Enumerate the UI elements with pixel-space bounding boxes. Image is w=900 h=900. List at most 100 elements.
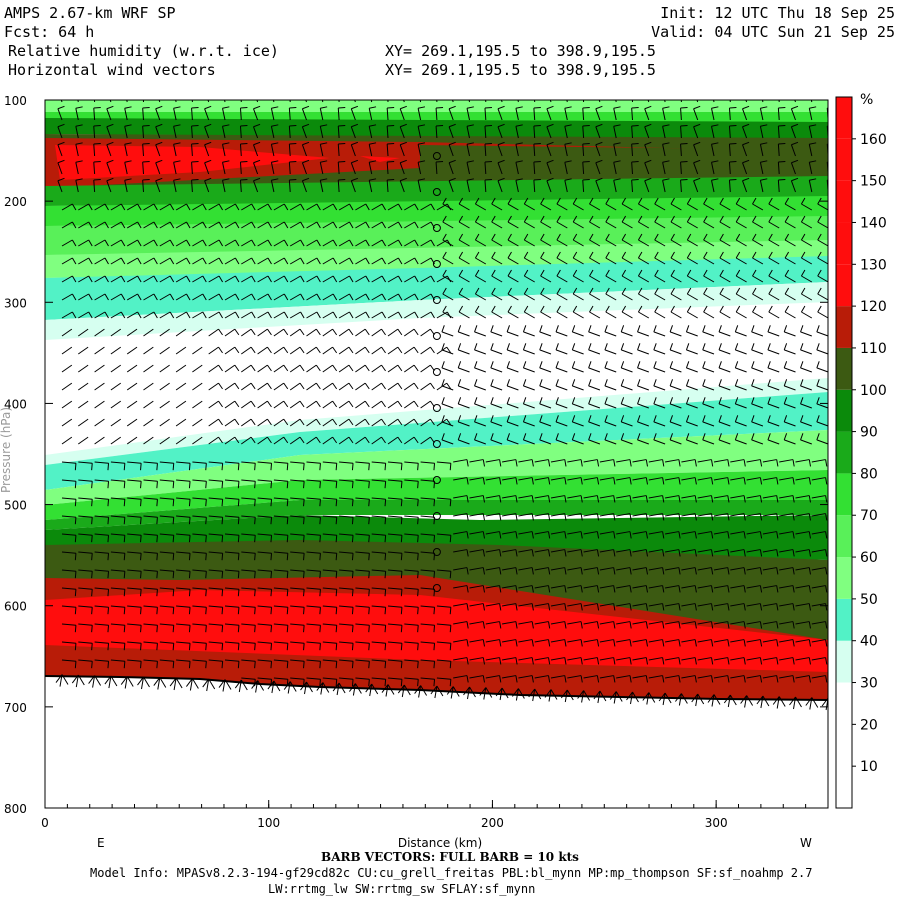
wind-barb-shaft: [289, 221, 301, 229]
wind-barb-shaft: [616, 621, 631, 625]
wind-barb-shaft: [779, 477, 794, 481]
wind-barb-feather: [123, 607, 126, 615]
wind-barb-shaft: [355, 605, 370, 608]
wind-barb-feather: [474, 269, 480, 277]
wind-barb-shaft: [355, 551, 370, 554]
wind-barb-shaft: [338, 436, 350, 445]
wind-barb-feather: [759, 621, 763, 629]
wind-barb-feather: [283, 239, 289, 247]
wind-barb-shaft: [539, 421, 552, 427]
wind-barb-feather: [446, 382, 452, 390]
wind-barb-shaft: [546, 126, 552, 139]
wind-barb-shaft: [817, 257, 828, 265]
wind-barb-shaft: [515, 126, 519, 139]
wind-barb-shaft: [253, 126, 259, 139]
wind-barb-feather: [629, 603, 632, 611]
wind-barb-feather: [678, 531, 681, 539]
wind-barb-shaft: [106, 162, 112, 175]
wind-barb-shaft: [159, 346, 170, 355]
wind-barb-feather: [270, 481, 273, 489]
wind-barb-feather: [368, 607, 370, 615]
wind-barb-shaft: [567, 567, 582, 571]
wind-barb-feather: [316, 257, 321, 265]
wind-barb-shaft: [648, 603, 663, 607]
wind-barb-shaft: [582, 143, 585, 157]
wind-barb-shaft: [192, 461, 207, 464]
wind-barb-feather: [596, 621, 600, 629]
wind-barb-feather: [825, 495, 828, 503]
wind-barb-shaft: [550, 603, 565, 607]
wind-barb-shaft: [110, 328, 122, 337]
wind-barb-feather: [270, 517, 273, 525]
wind-barb-shaft: [556, 275, 568, 283]
wind-barb-shaft: [453, 549, 468, 553]
wind-barb-feather: [107, 661, 110, 669]
surface-wind-barb: [495, 687, 509, 701]
wind-barb-feather: [743, 513, 746, 521]
wind-barb-feather: [466, 513, 469, 521]
valid-time: Valid: 04 UTC Sun 21 Sep 25: [651, 23, 895, 41]
wind-barb-shaft: [224, 497, 239, 500]
wind-barb-feather: [71, 221, 77, 229]
wind-barb-feather: [825, 477, 828, 485]
wind-barb-feather: [531, 567, 534, 575]
wind-barb-feather: [335, 589, 338, 597]
wind-barb-feather: [507, 269, 512, 277]
wind-barb-shaft: [159, 275, 171, 283]
calm-wind-marker: [432, 332, 441, 340]
wind-barb-shaft: [143, 461, 158, 464]
wind-barb-shaft: [795, 513, 810, 517]
wind-barb-feather: [222, 106, 230, 109]
wind-barb-shaft: [143, 641, 158, 644]
wind-barb-feather: [271, 142, 279, 145]
wind-barb-feather: [767, 415, 771, 423]
wind-barb-feather: [204, 123, 212, 128]
wind-barb-shaft: [273, 328, 285, 337]
wind-barb-shaft: [387, 382, 399, 391]
wind-barb-feather: [107, 589, 110, 597]
wind-barb-shaft: [605, 293, 617, 301]
wind-barb-shaft: [605, 203, 617, 211]
wind-barb-shaft: [289, 346, 301, 355]
wind-barb-feather: [498, 88, 505, 90]
wind-barb-shaft: [469, 621, 484, 625]
wind-barb-feather: [384, 481, 387, 489]
wind-barb-shaft: [208, 515, 223, 518]
wind-barb-feather: [88, 311, 93, 319]
wind-barb-feather: [186, 311, 191, 319]
wind-barb-shaft: [143, 533, 158, 536]
wind-barb-feather: [620, 343, 625, 351]
wind-barb-shaft: [654, 203, 666, 211]
wind-barb-feather: [71, 275, 77, 283]
wind-barb-feather: [250, 364, 256, 372]
wind-barb-shaft: [681, 567, 696, 571]
wind-barb-shaft: [616, 657, 631, 661]
wind-barb-feather: [645, 531, 648, 539]
wind-barb-feather: [172, 517, 175, 525]
wind-barb-feather: [349, 221, 354, 229]
colorbar-label: 140: [860, 215, 887, 231]
wind-barb-shaft: [742, 162, 748, 175]
wind-barb-shaft: [653, 349, 666, 355]
y-tick-label: 500: [4, 499, 27, 513]
wind-barb-shaft: [583, 639, 598, 643]
wind-barb-shaft: [697, 621, 712, 625]
wind-barb-shaft: [224, 346, 236, 355]
wind-barb-shaft: [371, 569, 386, 572]
wind-barb-feather: [430, 275, 435, 283]
wind-barb-feather: [662, 160, 670, 163]
wind-barb-feather: [254, 661, 256, 669]
wind-barb-feather: [202, 203, 207, 211]
wind-barb-feather: [515, 657, 518, 665]
wind-barb-shaft: [61, 569, 76, 572]
wind-barb-feather: [218, 382, 223, 390]
wind-barb-shaft: [322, 461, 337, 464]
wind-barb-shaft: [564, 108, 568, 121]
wind-barb-feather: [381, 275, 387, 283]
wind-barb-feather: [253, 123, 261, 128]
wind-barb-feather: [137, 203, 142, 211]
wind-barb-feather: [381, 257, 387, 265]
wind-barb-feather: [218, 257, 224, 265]
wind-barb-feather: [91, 571, 93, 579]
wind-barb-shaft: [502, 657, 516, 661]
